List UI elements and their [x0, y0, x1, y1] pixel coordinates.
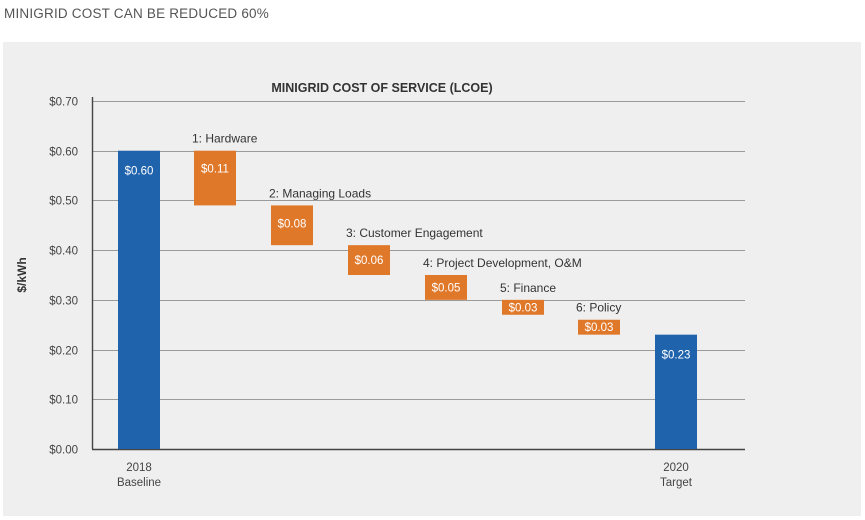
x-tick-label: 2020 [663, 462, 689, 474]
grid-lines [92, 101, 745, 400]
axes [91, 97, 745, 451]
bar-value-label: $0.11 [201, 164, 229, 176]
reduction-bar [425, 275, 467, 300]
reduction-bar [502, 299, 544, 315]
total-bar [118, 150, 160, 449]
x-tick-label: Target [660, 477, 693, 489]
bar-value-label: $0.05 [432, 282, 461, 294]
chart-title: MINIGRID COST OF SERVICE (LCOE) [271, 81, 492, 95]
step-label: 5: Finance [500, 281, 556, 295]
bar-value-label: $0.03 [509, 302, 538, 314]
total-bar [655, 334, 697, 449]
y-tick-label: $0.60 [49, 147, 78, 159]
labels: $0.00 $0.10 $0.20 $0.30 $0.40 $0.50 $0.60 $0.70… [49, 97, 693, 490]
y-axis-label: $/kWh [15, 257, 29, 292]
bar-value-label: $0.23 [662, 350, 691, 362]
x-tick-label: 2018 [126, 462, 152, 474]
reduction-bar [271, 205, 313, 246]
step-label: 6: Policy [576, 301, 621, 315]
y-tick-label: $0.70 [49, 97, 78, 109]
y-tick-label: $0.30 [49, 296, 78, 308]
y-tick-label: $0.10 [49, 395, 78, 407]
x-tick-label: Baseline [117, 477, 161, 489]
y-tick-label: $0.50 [49, 196, 78, 208]
bar-value-label: $0.03 [585, 322, 614, 334]
bar-value-label: $0.60 [125, 166, 154, 178]
reduction-bar [194, 150, 236, 206]
bars [118, 150, 697, 449]
reduction-bar [348, 245, 390, 275]
step-label: 3: Customer Engagement [346, 226, 483, 240]
step-label: 2: Managing Loads [269, 186, 371, 200]
y-tick-label: $0.40 [49, 246, 78, 258]
bar-value-label: $0.06 [355, 255, 384, 267]
step-label: 4: Project Development, O&M [423, 256, 582, 270]
y-tick-label: $0.00 [49, 445, 78, 457]
step-label: 1: Hardware [192, 132, 258, 146]
reduction-bar [578, 319, 620, 335]
page-heading: MINIGRID COST CAN BE REDUCED 60% [4, 6, 269, 21]
y-tick-label: $0.20 [49, 346, 78, 358]
bar-value-label: $0.08 [278, 218, 307, 230]
